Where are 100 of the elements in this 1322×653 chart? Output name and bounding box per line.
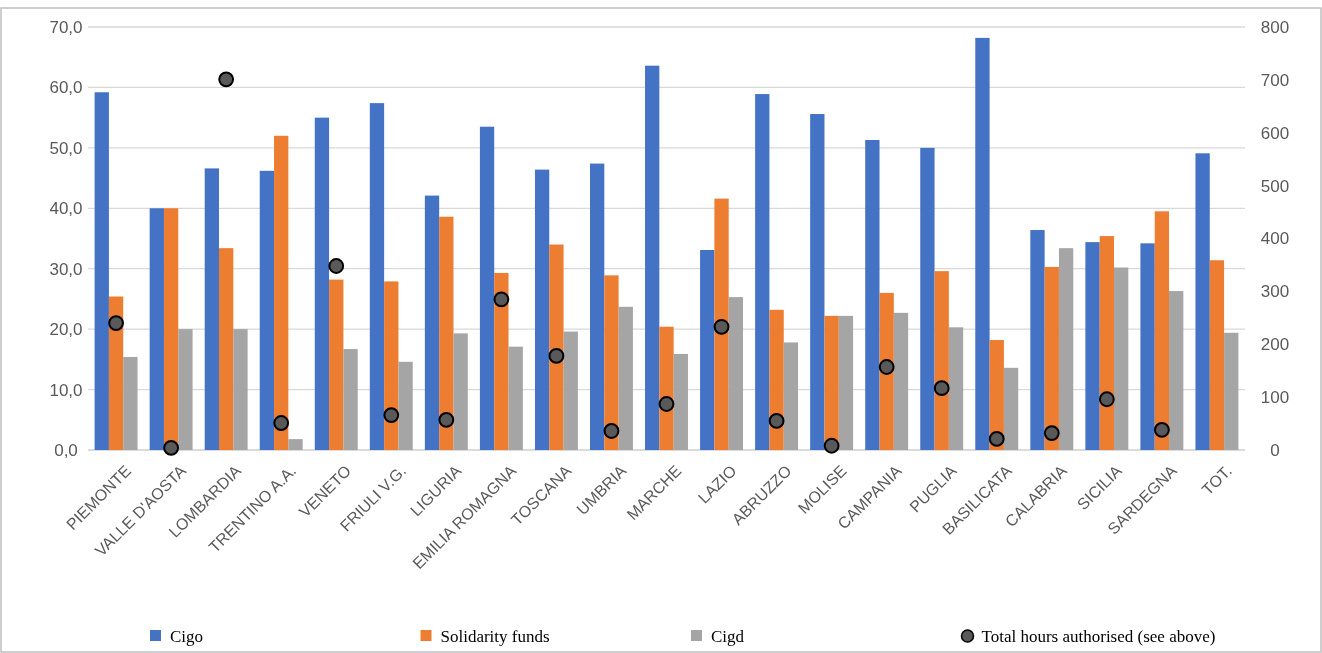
- bar: [673, 353, 688, 450]
- bar: [369, 103, 385, 450]
- point: [273, 415, 290, 431]
- bar: [1099, 236, 1114, 450]
- y2-tick-label: 500: [1260, 176, 1290, 196]
- bar: [838, 315, 854, 450]
- y2-tick-label: 600: [1260, 123, 1290, 143]
- bar: [589, 163, 605, 450]
- bar: [274, 135, 289, 450]
- point: [548, 347, 565, 364]
- y-tick-label: 30,0: [49, 259, 83, 279]
- bar: [934, 271, 949, 450]
- point: [328, 258, 345, 274]
- bar: [398, 361, 413, 450]
- point: [383, 407, 400, 423]
- bar: [755, 94, 770, 450]
- bar: [714, 198, 729, 450]
- point: [108, 315, 124, 331]
- y2-tick-label: 200: [1260, 335, 1290, 355]
- bar: [1058, 248, 1074, 450]
- y-tick-label: 70,0: [49, 17, 83, 37]
- y2-tick-label: 400: [1260, 229, 1290, 249]
- bar: [728, 297, 744, 450]
- bar: [1114, 267, 1129, 450]
- y2-tick-label: 800: [1260, 17, 1290, 37]
- bar: [534, 169, 550, 450]
- bar: [810, 114, 825, 450]
- legend-label: Cigd: [711, 626, 745, 646]
- point: [713, 318, 730, 335]
- bar: [975, 37, 990, 450]
- bar: [769, 309, 784, 450]
- bar: [1030, 230, 1045, 450]
- point: [933, 380, 950, 397]
- point: [1043, 425, 1060, 441]
- bar: [108, 296, 124, 450]
- legend-label: Cigo: [170, 626, 204, 646]
- bar: [233, 329, 248, 450]
- bar: [94, 92, 109, 450]
- bar: [494, 272, 509, 450]
- y2-tick-label: 300: [1260, 282, 1290, 302]
- y-tick-label: 10,0: [49, 380, 83, 400]
- y2-tick-label: 100: [1260, 388, 1290, 408]
- bar: [219, 248, 234, 450]
- point: [988, 431, 1005, 447]
- bar: [1044, 266, 1059, 450]
- bar: [645, 65, 660, 450]
- bar: [1195, 153, 1210, 450]
- bar: [700, 249, 715, 450]
- bar: [314, 117, 330, 450]
- bar: [453, 333, 468, 450]
- bar: [1140, 243, 1155, 450]
- point: [438, 411, 455, 428]
- y2-tick-label: 700: [1260, 70, 1290, 90]
- bar: [508, 346, 523, 450]
- point: [218, 71, 235, 88]
- bar: [288, 439, 303, 450]
- bar: [920, 147, 935, 450]
- point: [603, 423, 620, 439]
- bar: [479, 126, 495, 450]
- bar: [549, 244, 564, 450]
- bar: [384, 281, 399, 450]
- bar: [1169, 291, 1184, 450]
- bar: [865, 140, 880, 450]
- point: [878, 359, 895, 375]
- y-tick-label: 60,0: [49, 78, 83, 98]
- y-tick-label: 0,0: [54, 440, 78, 460]
- bar: [329, 279, 344, 450]
- point: [823, 437, 840, 454]
- point: [1153, 422, 1170, 438]
- bar: [1154, 211, 1170, 450]
- bar: [439, 216, 454, 450]
- bar: [149, 208, 164, 450]
- x-tick-label: TOT.: [1198, 462, 1235, 499]
- point: [1098, 391, 1115, 408]
- y2-tick-label: 0: [1270, 440, 1280, 460]
- y-tick-label: 50,0: [49, 138, 83, 158]
- bar: [618, 306, 633, 450]
- bar: [783, 342, 799, 450]
- legend-label: Solidarity funds: [440, 626, 550, 646]
- bar: [563, 331, 578, 450]
- y-tick-label: 20,0: [49, 320, 83, 340]
- bar: [259, 170, 275, 450]
- bar: [1085, 242, 1100, 450]
- y-tick-label: 40,0: [49, 199, 83, 219]
- bar: [123, 356, 138, 450]
- bar: [1003, 367, 1019, 450]
- bar: [948, 327, 964, 450]
- bar: [824, 315, 839, 450]
- point: [768, 413, 785, 429]
- legend-label: Total hours authorised (see above): [981, 626, 1216, 646]
- point: [163, 439, 180, 456]
- bar: [1209, 260, 1225, 450]
- bar: [204, 168, 219, 450]
- bar: [893, 312, 909, 450]
- point: [493, 291, 510, 308]
- bar: [178, 329, 193, 450]
- bar: [424, 195, 440, 450]
- bar: [604, 275, 619, 450]
- bar: [343, 349, 358, 450]
- bar: [1224, 332, 1239, 450]
